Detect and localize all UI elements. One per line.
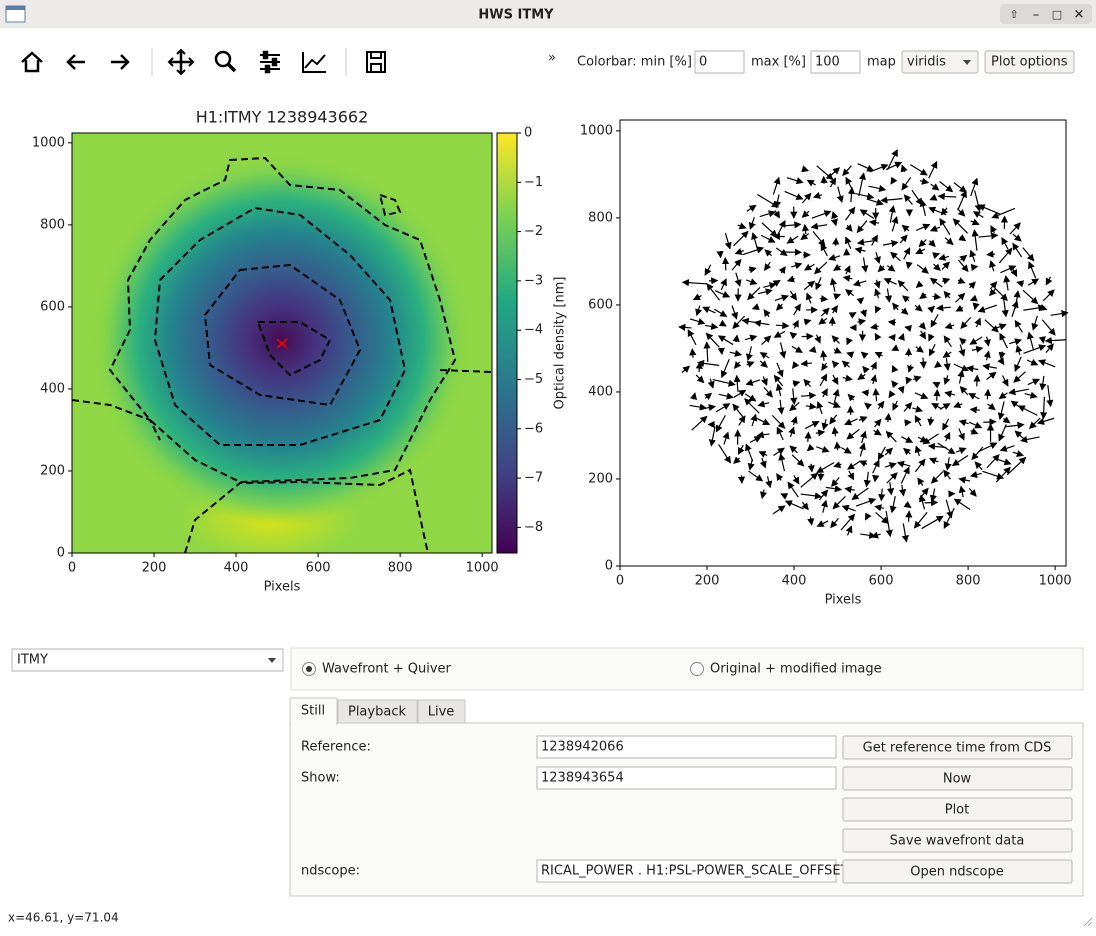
colorbar-min-value: 0 (699, 55, 707, 70)
window-title: HWS ITMY (478, 8, 554, 23)
x-axis-label: Pixels (825, 593, 862, 608)
colorbar-tick-label: −4 (524, 323, 543, 338)
radio-label: Wavefront + Quiver (322, 662, 452, 677)
y-tick-label: 400 (588, 384, 613, 399)
detector-select[interactable] (12, 649, 283, 671)
quiver-arrow (937, 390, 938, 400)
plot-options-label: Plot options (991, 55, 1068, 70)
colorbar-tick-label: −7 (524, 471, 543, 486)
radio-original[interactable] (691, 663, 704, 676)
quiver-arrow (863, 392, 869, 393)
map-label: map (867, 55, 896, 70)
x-tick-label: 600 (306, 561, 331, 576)
x-axis-label: Pixels (264, 580, 301, 595)
quiver-arrow (721, 349, 722, 354)
radio-label: Original + modified image (710, 662, 882, 677)
reference-label: Reference: (301, 740, 371, 755)
quiver-arrow (987, 254, 995, 255)
y-tick-label: 600 (40, 299, 65, 314)
colorbar-label: Optical density [nm] (553, 277, 568, 410)
status-bar: x=46.61, y=71.04 (8, 911, 119, 925)
quiver-arrow (908, 264, 909, 268)
quiver-arrow (905, 422, 911, 423)
quiver-arrow (875, 476, 876, 482)
quiver-arrow (977, 376, 978, 387)
quiver-arrow (939, 196, 956, 197)
y-tick-label: 0 (57, 546, 65, 561)
y-tick-label: 800 (40, 217, 65, 232)
quiver-arrow (909, 511, 910, 521)
y-tick-label: 1000 (580, 123, 613, 138)
quiver-arrow (692, 349, 693, 357)
colorbar-tick-label: −8 (524, 520, 543, 535)
x-tick-label: 800 (956, 574, 981, 589)
quiver-arrow (971, 409, 980, 410)
quiver-arrow (776, 325, 788, 326)
quiver-arrow (741, 475, 742, 482)
colorbar-tick-label: −5 (524, 372, 543, 387)
x-tick-label: 1000 (1039, 574, 1072, 589)
colorbar (497, 133, 517, 553)
plot-title: H1:ITMY 1238943662 (196, 108, 369, 127)
toolbar-more[interactable]: » (548, 51, 556, 66)
tab-label: Still (301, 704, 325, 719)
colorbar-tick-label: −2 (524, 224, 543, 239)
x-tick-label: 0 (616, 574, 624, 589)
svg-text:–: – (1033, 8, 1040, 23)
x-tick-label: 200 (142, 561, 167, 576)
x-tick-label: 800 (388, 561, 413, 576)
button-label: Open ndscope (910, 865, 1003, 880)
quiver-arrow (987, 390, 988, 399)
map-value: viridis (907, 55, 946, 70)
quiver-arrow (837, 443, 838, 451)
quiver-arrow (808, 433, 809, 442)
button-label: Plot (945, 803, 970, 818)
y-tick-label: 0 (605, 559, 613, 574)
colorbar-tick-label: −3 (524, 273, 543, 288)
svg-text:✕: ✕ (1074, 8, 1085, 23)
y-tick-label: 400 (40, 381, 65, 396)
quiver-arrow (725, 258, 726, 270)
button-label: Now (943, 772, 972, 787)
svg-text:□: □ (1052, 8, 1062, 21)
ndscope-label: ndscope: (301, 864, 360, 879)
show-label: Show: (301, 771, 340, 786)
x-tick-label: 1000 (466, 561, 499, 576)
colorbar-tick-label: −6 (524, 421, 543, 436)
quiver-arrow (983, 422, 995, 423)
heatmap (72, 133, 492, 560)
quiver-arrow (888, 414, 889, 422)
x-tick-label: 200 (695, 574, 720, 589)
tab-label: Playback (348, 705, 406, 720)
x-tick-label: 600 (869, 574, 894, 589)
reference-value: 1238942066 (541, 740, 624, 755)
button-label: Save wavefront data (890, 834, 1025, 849)
toolbar[interactable] (22, 50, 385, 74)
colorbar-max-value: 100 (815, 55, 840, 70)
x-tick-label: 0 (68, 561, 76, 576)
detector-value: ITMY (17, 653, 48, 668)
show-value: 1238943654 (541, 771, 624, 786)
y-tick-label: 1000 (32, 135, 65, 150)
quiver-arrow (923, 358, 924, 368)
svg-text:⇧: ⇧ (1009, 8, 1018, 21)
y-tick-label: 800 (588, 210, 613, 225)
quiver-arrow (881, 488, 882, 500)
y-tick-label: 600 (588, 297, 613, 312)
button-label: Get reference time from CDS (863, 741, 1052, 756)
y-tick-label: 200 (40, 463, 65, 478)
quiver-arrow (973, 267, 978, 268)
colorbar-tick-label: −1 (524, 175, 543, 190)
x-tick-label: 400 (224, 561, 249, 576)
quiver-arrow (889, 322, 896, 323)
tab-label: Live (428, 705, 455, 720)
colorbar-tick-label: 0 (524, 126, 532, 141)
colorbar-min-label: Colorbar: min [%] (577, 55, 692, 70)
colorbar-max-label: max [%] (751, 55, 806, 70)
x-tick-label: 400 (782, 574, 807, 589)
ndscope-value: RICAL_POWER . H1:PSL-POWER_SCALE_OFFSET (541, 864, 849, 879)
y-tick-label: 200 (588, 471, 613, 486)
